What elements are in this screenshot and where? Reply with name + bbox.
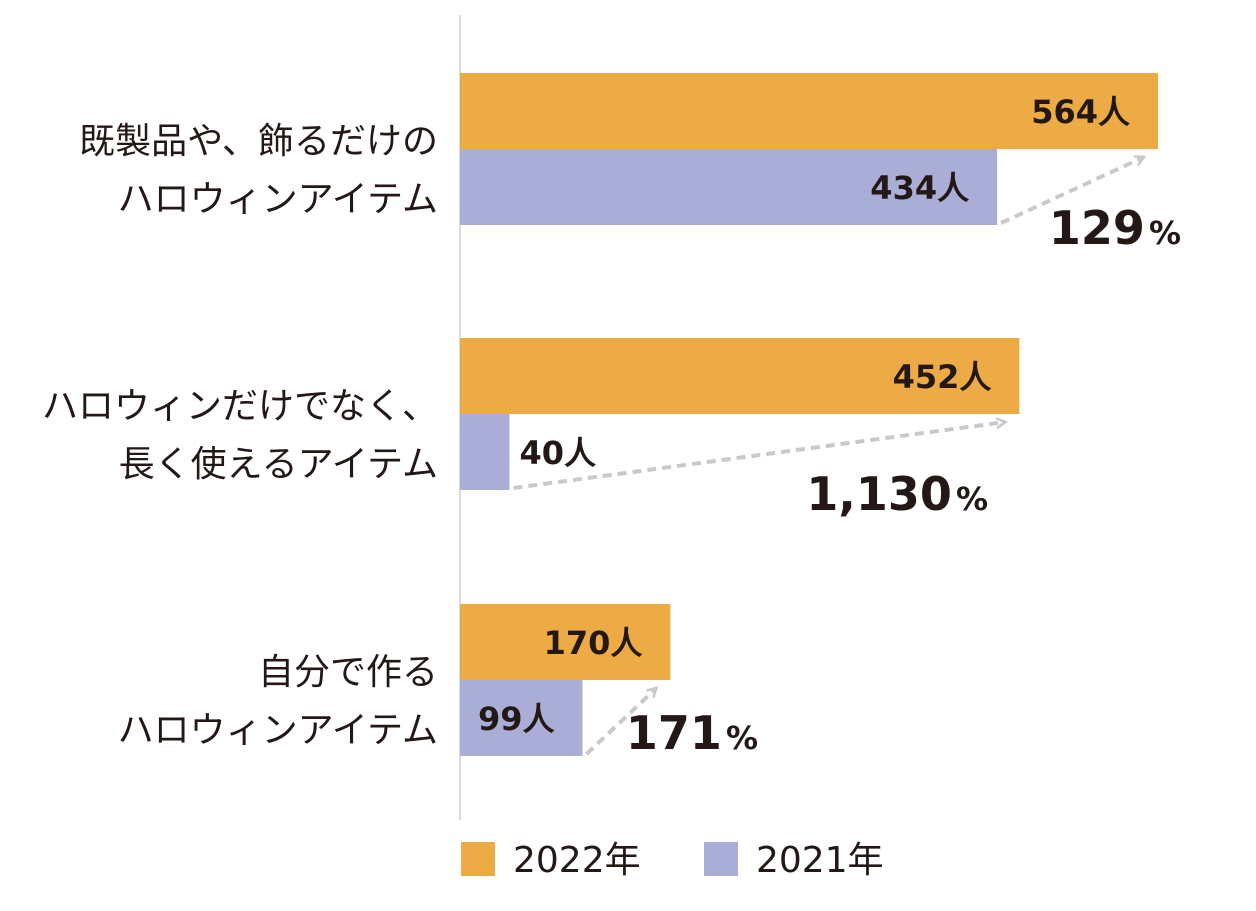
value-label: 434人 (870, 169, 969, 207)
legend-label: 2022年 (513, 840, 641, 881)
value-label: 99人 (478, 700, 555, 738)
value-label: 452人 (893, 358, 992, 396)
category-label: 長く使えるアイテム (119, 444, 438, 485)
category-label: ハロウィンアイテム (118, 710, 438, 751)
legend-swatch-2022 (461, 842, 495, 876)
category-label: ハロウィンアイテム (118, 179, 438, 220)
growth-arrow (513, 422, 1006, 490)
bar-2022 (460, 604, 671, 680)
growth-percent: 129% (1049, 201, 1181, 255)
bar-2022 (460, 338, 1020, 414)
bar-2021 (460, 149, 998, 225)
growth-arrow (585, 688, 657, 756)
growth-percent: 171% (626, 706, 758, 760)
category-label: ハロウィンだけでなく、 (42, 386, 438, 427)
legend-label: 2021年 (756, 840, 884, 881)
category-label: 既製品や、飾るだけの (79, 121, 438, 162)
bar-2022 (460, 73, 1158, 149)
legend-swatch-2021 (704, 842, 738, 876)
value-label: 564人 (1031, 93, 1130, 131)
growth-arrow (1000, 157, 1144, 225)
category-label: 自分で作る (258, 652, 438, 693)
value-label: 170人 (544, 624, 643, 662)
value-label: 40人 (520, 434, 597, 472)
bar-2021 (460, 680, 583, 756)
growth-percent: 1,130% (806, 467, 988, 521)
bar-2021 (460, 414, 510, 490)
